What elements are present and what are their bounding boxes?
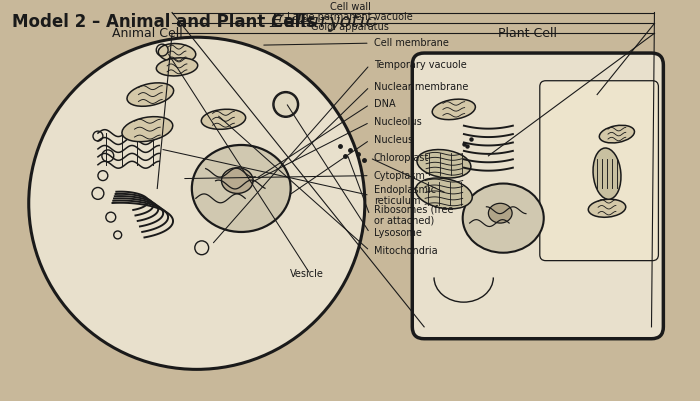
Text: Vesicle: Vesicle bbox=[290, 269, 323, 279]
Ellipse shape bbox=[588, 199, 626, 217]
Text: DNA: DNA bbox=[374, 99, 395, 109]
Text: Cell membrane: Cell membrane bbox=[374, 38, 449, 48]
Text: Cytoplasm: Cytoplasm bbox=[374, 170, 426, 180]
Ellipse shape bbox=[416, 178, 472, 209]
Ellipse shape bbox=[127, 83, 174, 106]
Ellipse shape bbox=[29, 37, 365, 369]
Text: Animal Cell: Animal Cell bbox=[112, 27, 183, 41]
Text: Nucleus: Nucleus bbox=[374, 135, 413, 145]
Text: Lysosome: Lysosome bbox=[374, 228, 421, 238]
FancyBboxPatch shape bbox=[412, 53, 664, 339]
Text: Nuclear membrane: Nuclear membrane bbox=[374, 82, 468, 92]
Text: Model 2 – Animal and Plant Cells: Model 2 – Animal and Plant Cells bbox=[12, 12, 316, 30]
Ellipse shape bbox=[432, 99, 475, 119]
Ellipse shape bbox=[463, 184, 544, 253]
FancyBboxPatch shape bbox=[540, 81, 659, 261]
Text: Cell wall: Cell wall bbox=[330, 2, 370, 12]
Ellipse shape bbox=[417, 150, 471, 178]
Text: Plant Cell: Plant Cell bbox=[498, 27, 557, 41]
Ellipse shape bbox=[156, 58, 197, 76]
Circle shape bbox=[274, 93, 298, 116]
Ellipse shape bbox=[202, 109, 246, 129]
Ellipse shape bbox=[158, 44, 196, 63]
Text: Large permanent vacuole: Large permanent vacuole bbox=[287, 12, 413, 22]
Ellipse shape bbox=[593, 148, 621, 199]
Text: Temporary vacuole: Temporary vacuole bbox=[374, 60, 466, 70]
Ellipse shape bbox=[489, 203, 512, 223]
Text: Ribosomes (free
or attached): Ribosomes (free or attached) bbox=[374, 205, 453, 226]
Ellipse shape bbox=[192, 145, 290, 232]
Text: Endoplasmic
reticulum: Endoplasmic reticulum bbox=[374, 184, 436, 206]
Text: Eukaryotic: Eukaryotic bbox=[269, 12, 377, 30]
Text: Golgi apparatus: Golgi apparatus bbox=[311, 22, 389, 32]
Ellipse shape bbox=[122, 117, 173, 142]
Text: Chloroplast: Chloroplast bbox=[374, 153, 429, 163]
Ellipse shape bbox=[599, 125, 634, 143]
Ellipse shape bbox=[221, 168, 253, 193]
Text: Mitochondria: Mitochondria bbox=[374, 246, 438, 256]
Text: Nucleolus: Nucleolus bbox=[374, 117, 421, 127]
